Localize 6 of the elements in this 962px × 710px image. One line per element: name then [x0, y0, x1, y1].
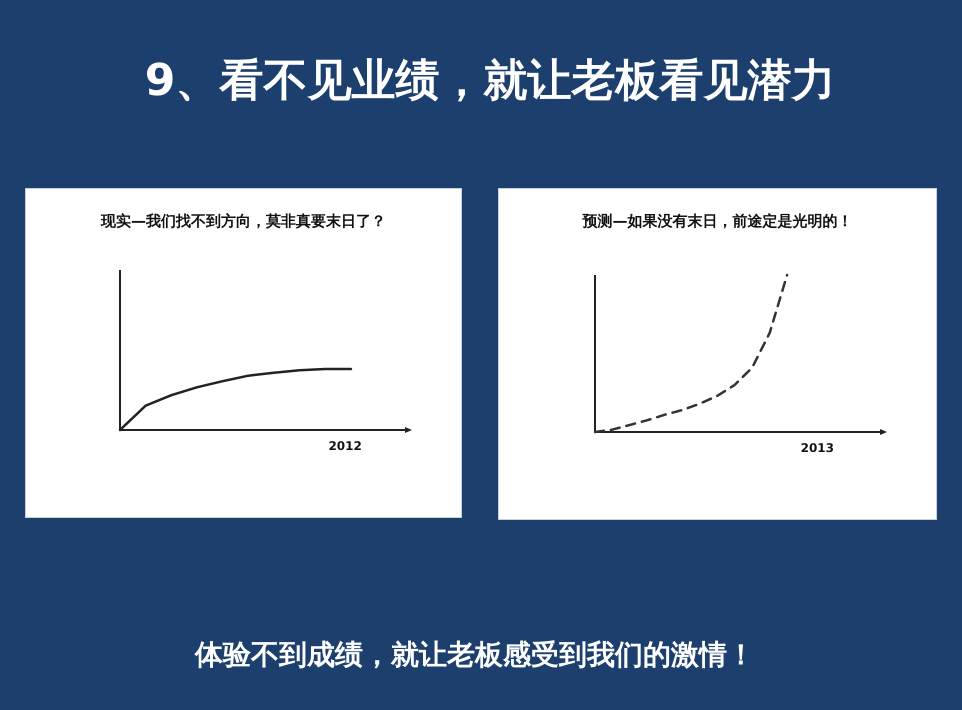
- chart-title: 现实—我们找不到方向，莫非真要末日了？: [100, 212, 386, 230]
- chart-title: 预测—如果没有末日，前途定是光明的！: [582, 212, 852, 230]
- text: 9、看不见业绩，就让老板看见潜力: [144, 55, 836, 106]
- text: 2012: [328, 439, 362, 453]
- text: 2013: [800, 441, 834, 455]
- text: 体验不到成绩，就让老板感受到我们的激情！: [194, 638, 755, 671]
